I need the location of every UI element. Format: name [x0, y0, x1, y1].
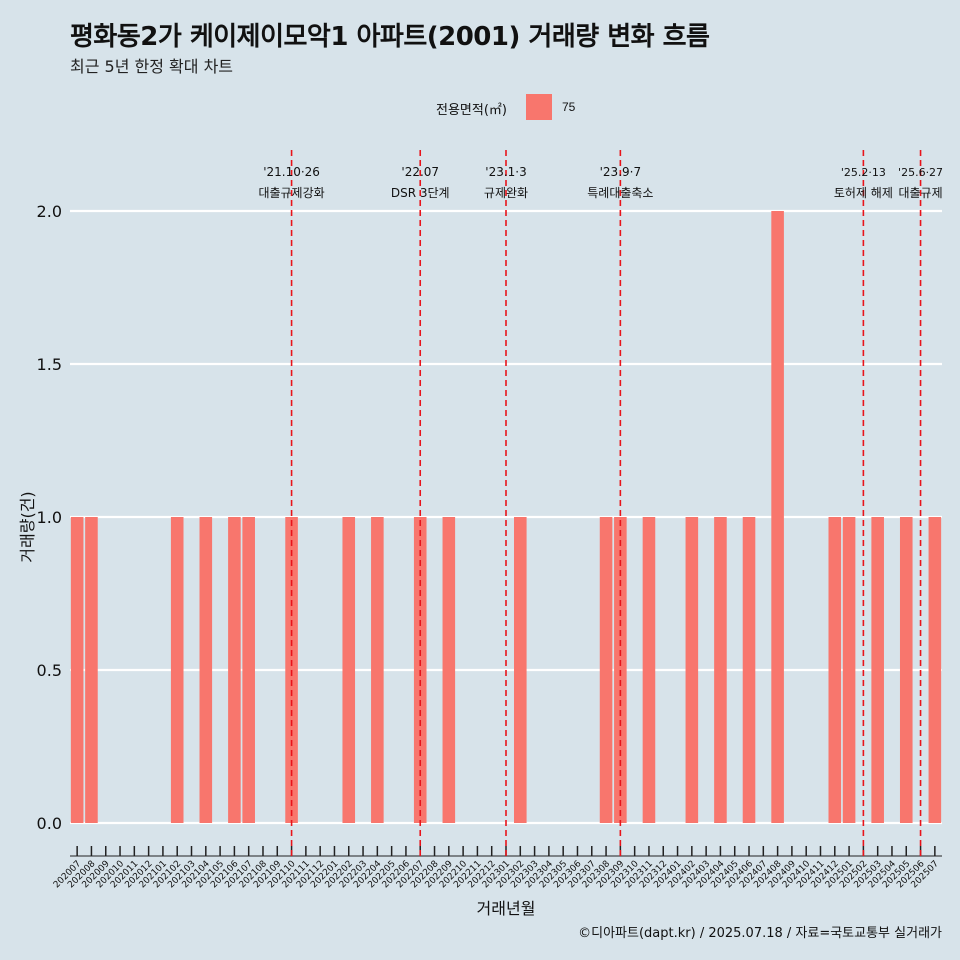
y-axis-title: 거래량(건)	[18, 491, 37, 562]
event-description-label: 규제완화	[484, 186, 528, 200]
bar	[899, 517, 913, 823]
chart-title: 평화동2가 케이제이모악1 아파트(2001) 거래량 변화 흐름	[70, 22, 710, 52]
bar	[514, 517, 527, 823]
event-date-label: '21.10·26	[263, 165, 320, 179]
chart-subtitle: 최근 5년 한정 확대 차트	[70, 57, 234, 76]
event-date-label: '23.1·3	[485, 165, 526, 179]
bar	[685, 517, 699, 823]
legend-title: 전용면적(㎡)	[436, 103, 507, 118]
bar	[642, 517, 656, 823]
bar	[714, 517, 727, 823]
bar	[871, 517, 884, 823]
legend-color-key	[526, 94, 552, 120]
y-tick-label: 1.0	[37, 508, 62, 527]
bar	[828, 517, 842, 823]
bar	[442, 517, 456, 823]
event-description-label: 대출규제강화	[258, 186, 324, 200]
event-description-label: 대출규제	[898, 186, 942, 200]
y-tick-label: 2.0	[37, 202, 62, 221]
legend-label: 75	[562, 100, 576, 114]
bar	[170, 517, 184, 823]
event-date-label: '23.9·7	[600, 165, 641, 179]
bar	[371, 517, 384, 823]
bar	[70, 517, 84, 823]
y-tick-label: 0.0	[37, 814, 62, 833]
y-tick-label: 0.5	[37, 661, 62, 680]
bar	[742, 517, 756, 823]
bar	[928, 517, 942, 823]
event-date-label: '25.6·27	[898, 166, 943, 179]
event-description-label: 특례대출축소	[587, 186, 653, 200]
event-description-label: 토허제 해제	[834, 186, 893, 200]
bar	[242, 517, 255, 823]
x-axis-title: 거래년월	[477, 899, 536, 918]
footer-credit: ©디아파트(dapt.kr) / 2025.07.18 / 자료=국토교통부 실…	[578, 926, 942, 941]
y-tick-label: 1.5	[37, 355, 62, 374]
bar	[342, 517, 356, 823]
event-description-label: DSR 3단계	[391, 186, 450, 200]
bar	[771, 211, 784, 823]
bar	[199, 517, 213, 823]
legend: 전용면적(㎡) 75	[0, 94, 960, 120]
bar	[228, 517, 241, 823]
bar	[599, 517, 613, 823]
bar	[85, 517, 98, 823]
event-date-label: '25.2·13	[841, 166, 886, 179]
bar	[842, 517, 856, 823]
event-date-label: '22.07	[401, 165, 439, 179]
